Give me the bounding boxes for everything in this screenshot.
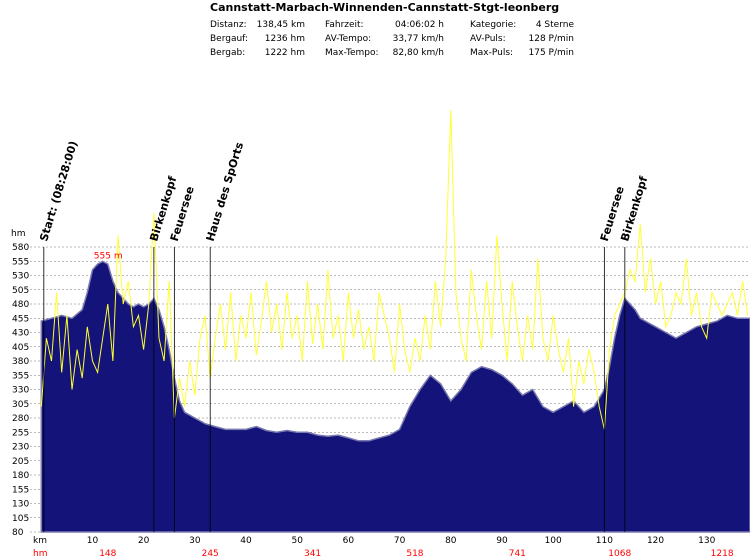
x-tick-label: 50 bbox=[291, 536, 303, 546]
x-tick-label: 80 bbox=[445, 536, 457, 546]
x-tick-label: 130 bbox=[698, 536, 715, 546]
y-tick-label: 555 bbox=[12, 257, 29, 267]
y-tick-label: 530 bbox=[12, 272, 29, 282]
stat-value: 82,80 km/h bbox=[393, 48, 444, 58]
hm-tick-label: 245 bbox=[202, 549, 219, 559]
marker-label: Start: (08:28:00) bbox=[37, 139, 80, 243]
stat-value: 1236 hm bbox=[265, 34, 305, 44]
stat-value: 138,45 km bbox=[257, 20, 305, 30]
y-tick-label: 105 bbox=[12, 514, 29, 524]
stat-value: 33,77 km/h bbox=[393, 34, 444, 44]
stat-label: AV-Tempo: bbox=[325, 34, 371, 44]
y-tick-label: 155 bbox=[12, 485, 29, 495]
stat-label: Fahrzeit: bbox=[325, 20, 364, 30]
hm-row-label: hm bbox=[33, 549, 47, 559]
stat-value: 128 P/min bbox=[529, 34, 574, 44]
y-tick-label: 230 bbox=[12, 443, 29, 453]
y-tick-label: 480 bbox=[12, 300, 29, 310]
y-tick-label: 505 bbox=[12, 286, 29, 296]
speed-line-series bbox=[40, 110, 749, 430]
stat-label: Kategorie: bbox=[470, 20, 516, 30]
marker-label: Haus des SpOrts bbox=[204, 140, 247, 243]
hm-tick-label: 741 bbox=[509, 549, 526, 559]
chart-title: Cannstatt-Marbach-Winnenden-Cannstatt-St… bbox=[210, 1, 559, 14]
hm-tick-label: 1068 bbox=[608, 549, 631, 559]
stat-label: Bergauf: bbox=[210, 34, 248, 44]
x-tick-label: 110 bbox=[596, 536, 613, 546]
x-tick-label: 10 bbox=[87, 536, 99, 546]
y-tick-label: 180 bbox=[12, 471, 29, 481]
y-axis: hm 80 105 130 155 180 205 230 255 280 305 330 355 38… bbox=[11, 229, 29, 538]
stats-header: Cannstatt-Marbach-Winnenden-Cannstatt-St… bbox=[210, 1, 574, 58]
x-tick-label: 120 bbox=[647, 536, 664, 546]
y-tick-label: 580 bbox=[12, 243, 29, 253]
hm-tick-label: 1218 bbox=[711, 549, 734, 559]
hm-tick-label: 518 bbox=[406, 549, 423, 559]
x-axis: km hm 10 20 30 40 50 60 70 80 90 100 110 120 130 148 2… bbox=[33, 536, 734, 559]
y-tick-label: 455 bbox=[12, 314, 29, 324]
x-tick-label: 20 bbox=[138, 536, 150, 546]
y-tick-label: 305 bbox=[12, 400, 29, 410]
stat-value: 1222 hm bbox=[265, 48, 305, 58]
stat-label: Bergab: bbox=[210, 48, 245, 58]
y-tick-label: 330 bbox=[12, 386, 29, 396]
stat-label: Max-Tempo: bbox=[325, 48, 379, 58]
peak-altitude-label: 555 m bbox=[94, 251, 123, 261]
y-tick-label: 280 bbox=[12, 414, 29, 424]
stat-label: Distanz: bbox=[210, 20, 247, 30]
x-axis-label: km bbox=[33, 536, 47, 546]
stat-label: Max-Puls: bbox=[470, 48, 513, 58]
stat-value: 04:06:02 h bbox=[395, 20, 444, 30]
x-tick-label: 60 bbox=[343, 536, 355, 546]
hm-tick-label: 341 bbox=[304, 549, 321, 559]
x-tick-label: 40 bbox=[240, 536, 252, 546]
y-tick-label: 355 bbox=[12, 371, 29, 381]
y-tick-label: 80 bbox=[12, 528, 24, 538]
stat-label: AV-Puls: bbox=[470, 34, 506, 44]
x-tick-label: 30 bbox=[189, 536, 201, 546]
y-tick-label: 255 bbox=[12, 428, 29, 438]
y-tick-label: 130 bbox=[12, 500, 29, 510]
ride-stats: Distanz: 138,45 km Bergauf: 1236 hm Bergab: 1… bbox=[210, 20, 574, 58]
y-tick-label: 430 bbox=[12, 329, 29, 339]
stat-value: 4 Sterne bbox=[536, 20, 575, 30]
stat-value: 175 P/min bbox=[529, 48, 574, 58]
y-tick-label: 380 bbox=[12, 357, 29, 367]
speed-line bbox=[40, 110, 749, 430]
x-tick-label: 70 bbox=[394, 536, 406, 546]
y-axis-label: hm bbox=[11, 229, 25, 239]
y-tick-label: 205 bbox=[12, 457, 29, 467]
marker-label: Birkenkopf bbox=[618, 175, 650, 243]
y-tick-label: 405 bbox=[12, 343, 29, 353]
hm-tick-label: 148 bbox=[99, 549, 116, 559]
x-tick-label: 90 bbox=[496, 536, 508, 546]
x-tick-label: 100 bbox=[545, 536, 562, 546]
